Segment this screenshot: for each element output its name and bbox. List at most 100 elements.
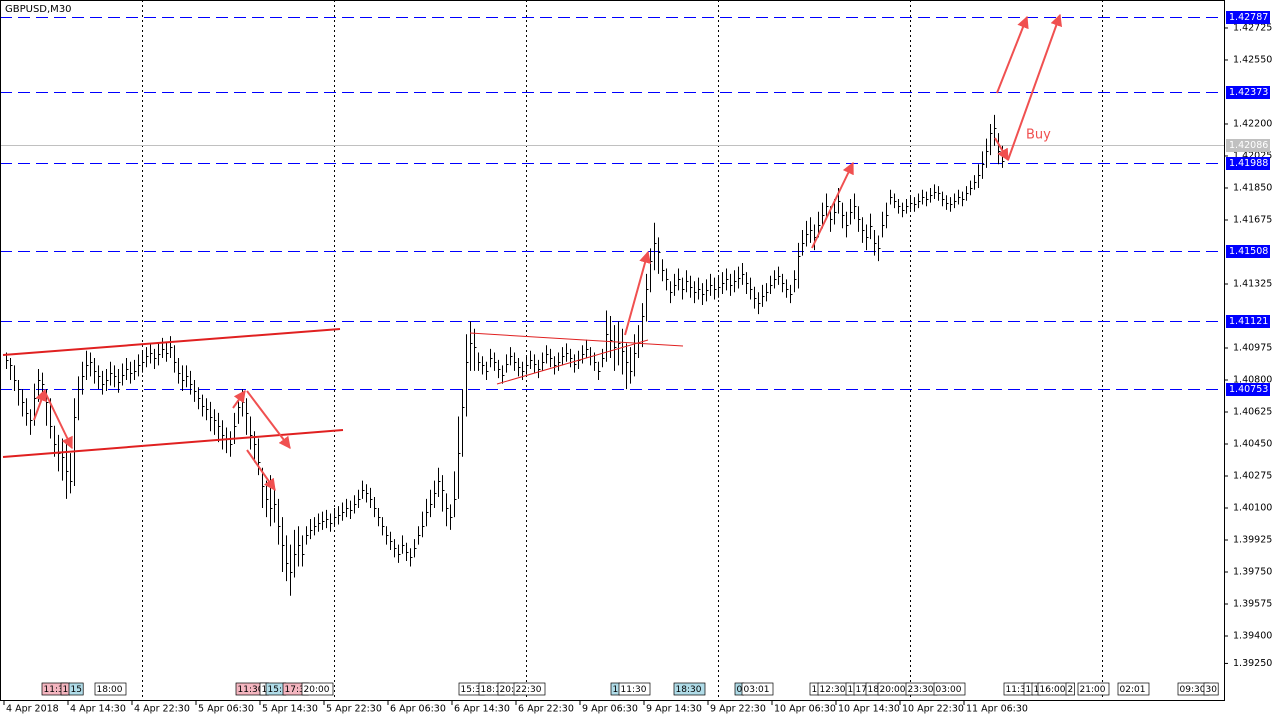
event-box	[933, 682, 966, 696]
event-label: 18	[868, 685, 880, 695]
event-label: 20:00	[880, 685, 906, 695]
level-label-box	[1226, 315, 1270, 328]
event-label: 1	[613, 685, 619, 695]
event-label: 22:30	[516, 685, 542, 695]
event-label: 20:00	[304, 685, 330, 695]
event-label: 0	[737, 685, 743, 695]
bars	[6, 114, 1005, 596]
level-label: 1.42373	[1229, 87, 1268, 98]
event-box	[1065, 682, 1075, 696]
y-tick-label: 1.40625	[1233, 406, 1272, 417]
x-tick-label: 6 Apr 22:30	[518, 704, 574, 715]
event-label: 11:30	[238, 685, 264, 695]
event-label: 30	[1206, 685, 1218, 695]
y-tick-label: 1.41675	[1233, 214, 1272, 225]
event-label: 02:01	[1120, 685, 1146, 695]
level-label: 1.41508	[1229, 246, 1268, 257]
level-label: 1.41121	[1229, 316, 1268, 327]
event-box	[513, 682, 546, 696]
y-tick-label: 1.42725	[1233, 22, 1272, 33]
x-tick-label: 5 Apr 22:30	[326, 704, 382, 715]
event-box	[741, 682, 774, 696]
y-tick-label: 1.39925	[1233, 534, 1272, 545]
x-tick-label: 4 Apr 2018	[6, 704, 59, 715]
event-label: 09:30	[1180, 685, 1206, 695]
event-label: 15	[71, 685, 82, 695]
event-label: 1	[812, 685, 818, 695]
y-tick-label: 1.39750	[1233, 566, 1272, 577]
x-tick-label: 11 Apr 06:30	[966, 704, 1028, 715]
event-label: 17:3	[285, 685, 305, 695]
y-tick-label: 1.39575	[1233, 598, 1272, 609]
event-label: 15:3	[461, 685, 481, 695]
y-tick-label: 1.40975	[1233, 342, 1272, 353]
y-tick-label: 1.40275	[1233, 470, 1272, 481]
event-label: 03:00	[936, 685, 962, 695]
y-tick-label: 1.40800	[1233, 374, 1272, 385]
event-box	[618, 682, 651, 696]
annotation: Buy	[1026, 128, 1051, 143]
event-box	[1203, 682, 1219, 696]
drawings	[2, 13, 1063, 491]
event-label: 21:00	[1080, 685, 1106, 695]
event-label: 2	[1068, 685, 1074, 695]
event-label: 16:00	[1040, 685, 1066, 695]
level-label-box	[1226, 245, 1270, 258]
event-box	[1077, 682, 1110, 696]
x-tick-label: 5 Apr 06:30	[198, 704, 254, 715]
level-label: 1.40753	[1229, 384, 1268, 395]
event-label: 11:3	[1006, 685, 1026, 695]
event-box	[673, 682, 706, 696]
levels	[0, 17, 1224, 390]
chart-title: GBPUSD,M30	[5, 4, 72, 15]
x-tick-label: 6 Apr 14:30	[454, 704, 510, 715]
x-tick-label: 10 Apr 14:30	[838, 704, 900, 715]
event-label: 18:00	[97, 685, 123, 695]
y-tick-label: 1.39250	[1233, 658, 1272, 669]
event-box	[68, 682, 84, 696]
y-tick-label: 1.41850	[1233, 182, 1272, 193]
axis-panel	[0, 701, 1225, 720]
y-tick-label: 1.39400	[1233, 630, 1272, 641]
event-label: 1	[1034, 685, 1040, 695]
x-tick-label: 10 Apr 22:30	[902, 704, 964, 715]
x-tick-label: 5 Apr 14:30	[262, 704, 318, 715]
price-label: 1.42086	[1229, 140, 1268, 151]
y-tick-label: 1.42200	[1233, 118, 1272, 129]
event-label: 03:01	[744, 685, 770, 695]
y-tick-label: 1.40100	[1233, 502, 1272, 513]
event-label: 18:30	[676, 685, 702, 695]
event-box	[94, 682, 127, 696]
y-tick-label: 1.42025	[1233, 150, 1272, 161]
level-label-box	[1226, 86, 1270, 99]
event-label: 20:	[500, 685, 514, 695]
event-label: 1	[848, 685, 854, 695]
event-box	[1117, 682, 1150, 696]
y-tick-label: 1.40450	[1233, 438, 1272, 449]
event-label: 11:30	[621, 685, 647, 695]
event-label: 18:1	[481, 685, 501, 695]
x-tick-label: 9 Apr 14:30	[646, 704, 702, 715]
y-tick-label: 1.42550	[1233, 54, 1272, 65]
x-tick-label: 10 Apr 06:30	[774, 704, 836, 715]
x-tick-label: 9 Apr 22:30	[710, 704, 766, 715]
event-label: 1	[1026, 685, 1032, 695]
event-label: 23:30	[908, 685, 934, 695]
level-label: 1.41988	[1229, 158, 1268, 169]
level-label-box	[1226, 11, 1270, 24]
event-label: 11:3	[44, 685, 64, 695]
x-tick-label: 6 Apr 06:30	[390, 704, 446, 715]
level-label: 1.42787	[1229, 12, 1268, 23]
event-label: 17	[856, 685, 867, 695]
event-label: 1	[262, 685, 268, 695]
period-separators	[142, 0, 1103, 700]
level-label-box	[1226, 383, 1270, 396]
price-label-box	[1226, 139, 1270, 152]
event-label: 12:30	[820, 685, 846, 695]
x-tick-label: 4 Apr 22:30	[134, 704, 190, 715]
event-box	[301, 682, 334, 696]
